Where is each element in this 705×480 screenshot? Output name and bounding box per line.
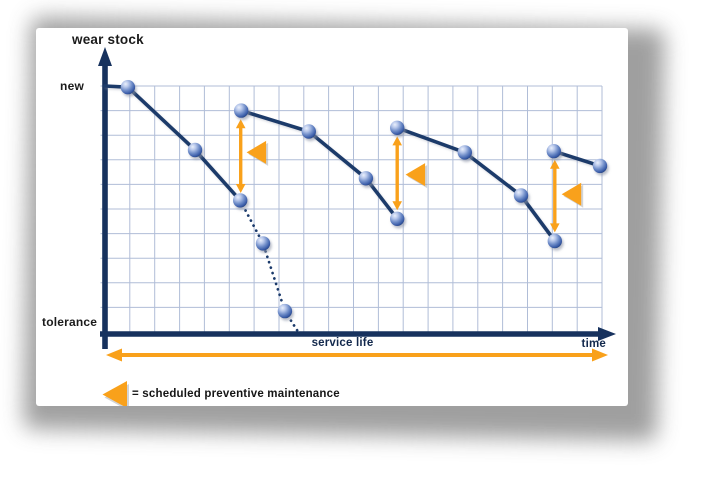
data-point-sphere (255, 236, 271, 251)
data-point-sphere (547, 233, 562, 249)
data-point-sphere (301, 124, 316, 139)
maintenance-arrow (235, 119, 246, 193)
maintenance-arrow (392, 136, 402, 211)
data-point-sphere (187, 142, 203, 158)
wear-stock-chart (98, 47, 616, 406)
series-wear-cycle-1-line (103, 84, 242, 203)
maintenance-triangle-icon (405, 163, 428, 189)
data-point-sphere (120, 80, 136, 95)
service-life-arrow (106, 348, 608, 362)
data-point-sphere (390, 211, 405, 226)
x-axis-label-time: time (581, 338, 606, 350)
series-no-maintenance-line (238, 199, 302, 336)
maintenance-triangle-icon (561, 182, 584, 208)
y-axis (98, 47, 112, 349)
figure-panel: wear stock new tolerance service life ti… (36, 28, 628, 406)
series-wear-cycle-3-line (395, 126, 557, 243)
series-wear-cycle-2-line (239, 108, 400, 221)
data-point-sphere (592, 158, 608, 174)
x-axis (100, 327, 616, 341)
data-point-sphere (234, 103, 249, 118)
chart-title: wear stock (72, 32, 144, 47)
data-point-sphere (277, 303, 293, 319)
data-point-sphere (546, 144, 561, 159)
series-wear-cycle-4-line (551, 149, 602, 168)
y-axis-label-new: new (60, 79, 84, 93)
maintenance-arrow (550, 159, 560, 233)
data-point-sphere (390, 120, 405, 135)
y-axis-label-tolerance: tolerance (42, 315, 98, 329)
data-point-sphere (513, 188, 529, 203)
data-point-sphere (457, 145, 472, 160)
data-point-sphere (358, 171, 374, 186)
data-point-sphere (233, 193, 248, 208)
service-life-label: service life (311, 337, 374, 349)
grid (100, 85, 603, 333)
data-points (120, 80, 608, 319)
legend-maintenance-triangle-icon (102, 381, 129, 406)
maintenance-triangle-icon (246, 140, 269, 166)
legend-label: = scheduled preventive maintenance (132, 388, 340, 400)
